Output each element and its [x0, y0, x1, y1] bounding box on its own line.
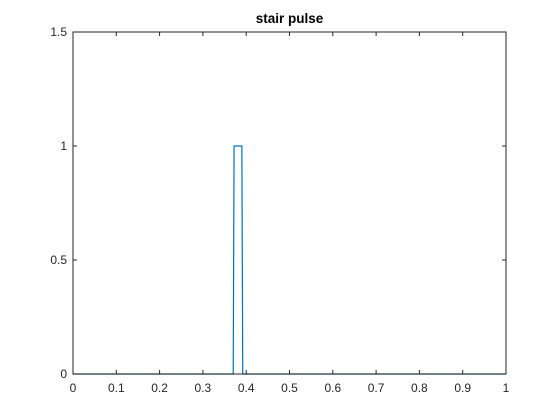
x-tick-label: 0.4 — [238, 381, 255, 395]
axes-background — [73, 32, 506, 374]
chart-title: stair pulse — [256, 11, 324, 26]
y-tick-layer: 0 0.5 1 1.5 — [50, 25, 506, 381]
x-tick-label: 0.1 — [108, 381, 125, 395]
x-tick-label: 0 — [70, 381, 77, 395]
y-tick-label: 1 — [60, 139, 67, 153]
y-tick-label: 1.5 — [50, 25, 67, 39]
x-tick-label: 0.7 — [368, 381, 385, 395]
y-tick-label: 0.5 — [50, 253, 67, 267]
x-tick-layer: 0 0.1 0.2 0.3 0.4 0.5 0.6 0.7 0.8 0.9 1 — [70, 32, 510, 395]
x-tick-label: 0.9 — [454, 381, 471, 395]
x-tick-label: 0.3 — [195, 381, 212, 395]
x-tick-label: 1 — [503, 381, 510, 395]
y-tick-label: 0 — [60, 367, 67, 381]
x-tick-label: 0.8 — [411, 381, 428, 395]
x-tick-label: 0.2 — [151, 381, 168, 395]
x-tick-label: 0.5 — [281, 381, 298, 395]
x-tick-label: 0.6 — [324, 381, 341, 395]
